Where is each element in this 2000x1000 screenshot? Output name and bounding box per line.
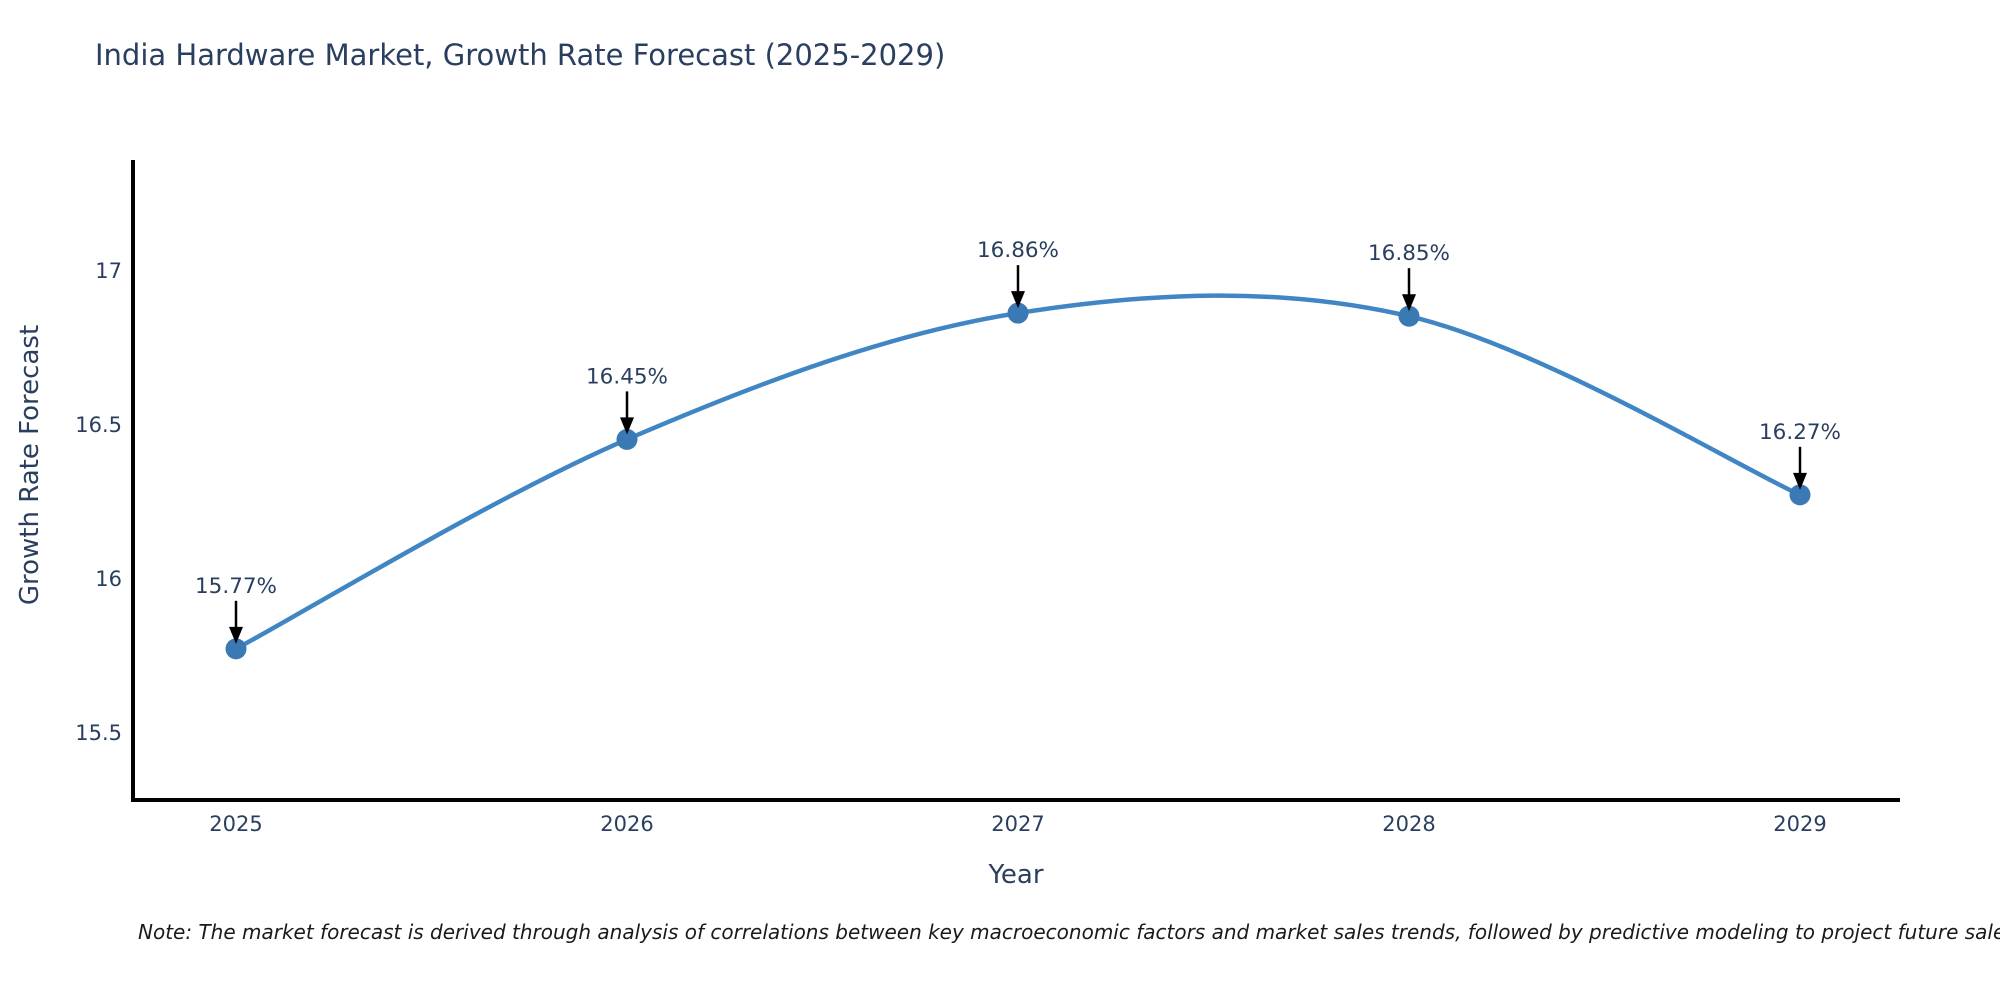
y-tick-label: 15.5 (75, 721, 122, 745)
annotation-arrow-head (620, 417, 634, 435)
data-point-label: 16.85% (1368, 241, 1450, 266)
data-point-marker (1007, 302, 1029, 324)
y-tick-label: 16 (95, 567, 122, 591)
x-tick-label: 2025 (209, 812, 262, 836)
annotation-arrow-head (1793, 472, 1807, 490)
y-tick-label: 17 (95, 259, 122, 283)
data-point-marker (1398, 305, 1420, 327)
chart-title: India Hardware Market, Growth Rate Forec… (95, 38, 946, 72)
data-point-marker (616, 428, 638, 450)
forecast-line (234, 293, 1801, 651)
data-point-label: 15.77% (195, 574, 277, 599)
x-tick-label: 2029 (1773, 812, 1826, 836)
data-point-label: 16.86% (977, 238, 1059, 263)
x-tick-label: 2026 (600, 812, 653, 836)
y-tick-label: 16.5 (75, 413, 122, 437)
data-point-marker (225, 638, 247, 660)
annotation-arrow-head (1402, 294, 1416, 312)
data-point-label: 16.27% (1759, 420, 1841, 445)
x-axis-title: Year (988, 860, 1044, 890)
data-point-label: 16.45% (586, 364, 668, 389)
data-point-marker (1789, 484, 1811, 506)
annotation-arrow-head (1011, 291, 1025, 309)
annotation-arrow-head (229, 626, 243, 644)
chart-footnote: Note: The market forecast is derived thr… (138, 920, 2000, 944)
x-tick-label: 2027 (991, 812, 1044, 836)
x-tick-label: 2028 (1382, 812, 1435, 836)
